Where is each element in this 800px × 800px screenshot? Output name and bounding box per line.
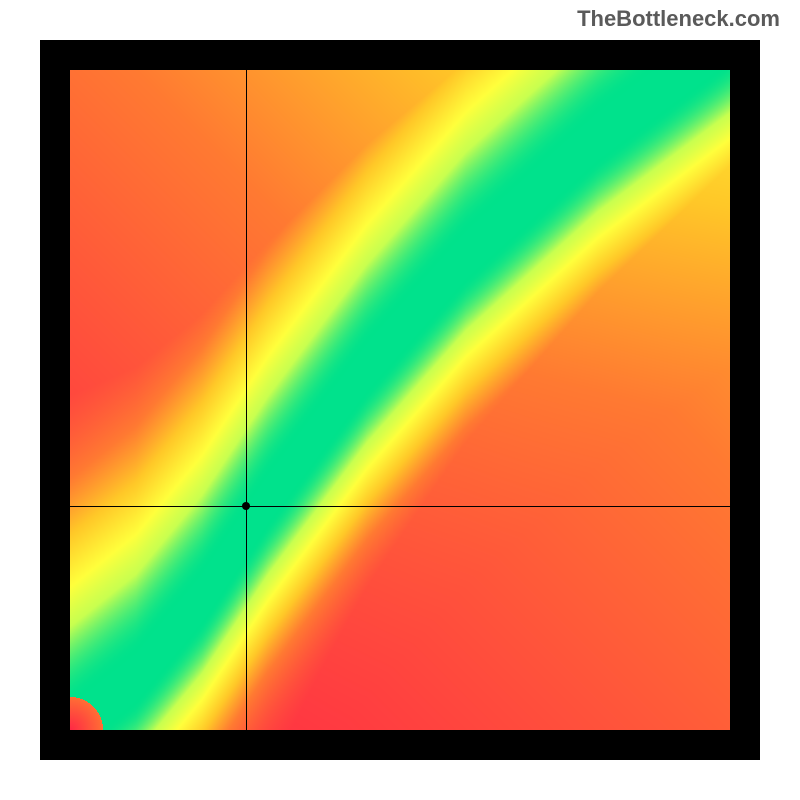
chart-container: TheBottleneck.com <box>0 0 800 800</box>
heatmap-canvas <box>70 70 730 730</box>
watermark-text: TheBottleneck.com <box>577 6 780 32</box>
crosshair-vertical <box>246 70 247 730</box>
heatmap-area <box>70 70 730 730</box>
plot-frame <box>40 40 760 760</box>
crosshair-horizontal <box>70 506 730 507</box>
crosshair-marker <box>242 502 250 510</box>
